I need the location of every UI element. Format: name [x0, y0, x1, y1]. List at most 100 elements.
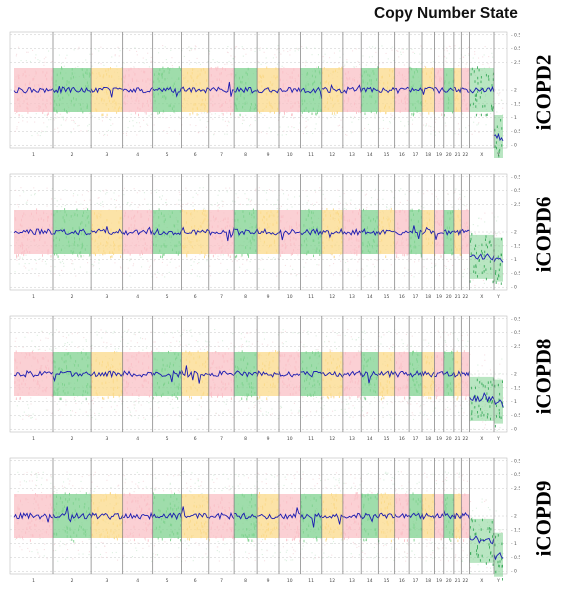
- scatter-point: [283, 193, 284, 194]
- band-point: [481, 250, 482, 253]
- scatter-point: [296, 275, 297, 276]
- band-point: [340, 252, 341, 255]
- scatter-point: [398, 257, 399, 258]
- scatter-point: [74, 399, 75, 400]
- scatter-point: [414, 276, 415, 277]
- band-point: [468, 69, 469, 72]
- band-point: [441, 113, 442, 116]
- band-point: [47, 114, 48, 117]
- band-point: [292, 252, 293, 255]
- band-point: [170, 362, 171, 365]
- y-tick-label: - 2: [511, 88, 517, 94]
- y-tick-label: - 2: [511, 230, 517, 236]
- scatter-point: [73, 193, 74, 194]
- scatter-point: [162, 262, 163, 263]
- band-point: [449, 82, 450, 85]
- band-point: [103, 250, 104, 253]
- scatter-point: [285, 265, 286, 266]
- scatter-point: [492, 57, 493, 58]
- band-point: [27, 103, 28, 106]
- band-point: [298, 101, 299, 104]
- scatter-point: [234, 201, 235, 202]
- x-tick-label: 14: [367, 152, 373, 158]
- band-point: [431, 72, 432, 75]
- band-point: [155, 211, 156, 214]
- band-point: [23, 379, 24, 382]
- scatter-point: [374, 115, 375, 116]
- band-point: [395, 211, 396, 214]
- scatter-point: [72, 260, 73, 261]
- scatter-point: [128, 127, 129, 128]
- band-point: [431, 79, 432, 82]
- band-point: [495, 270, 496, 273]
- scatter-point: [198, 114, 199, 115]
- scatter-point: [187, 400, 188, 401]
- band-point: [457, 98, 458, 101]
- band-point: [215, 218, 216, 221]
- band-point: [200, 82, 201, 85]
- scatter-point: [75, 400, 76, 401]
- scatter-point: [484, 221, 485, 222]
- scatter-point: [62, 261, 63, 262]
- band-point: [214, 384, 215, 387]
- band-point: [182, 245, 183, 248]
- scatter-point: [106, 331, 107, 332]
- scatter-point: [35, 346, 36, 347]
- band-point: [161, 212, 162, 215]
- band-point: [486, 235, 487, 238]
- band-point: [481, 81, 482, 84]
- band-point: [341, 215, 342, 218]
- band-point: [138, 100, 139, 103]
- band-point: [42, 112, 43, 115]
- band-point: [39, 108, 40, 111]
- band-point: [216, 217, 217, 220]
- band-point: [184, 247, 185, 250]
- band-point: [84, 234, 85, 237]
- scatter-point: [175, 414, 176, 415]
- scatter-point: [298, 129, 299, 130]
- band-point: [27, 108, 28, 111]
- band-point: [430, 97, 431, 100]
- band-point: [156, 394, 157, 397]
- band-point: [119, 106, 120, 109]
- scatter-point: [198, 262, 199, 263]
- scatter-point: [32, 417, 33, 418]
- band-point: [280, 220, 281, 223]
- band-point: [90, 386, 91, 389]
- chrom-band-5: [153, 210, 182, 254]
- band-point: [251, 386, 252, 389]
- band-point: [331, 236, 332, 239]
- band-point: [105, 382, 106, 385]
- band-point: [319, 250, 320, 253]
- scatter-point: [273, 204, 274, 205]
- band-point: [484, 254, 485, 256]
- scatter-point: [65, 120, 66, 121]
- band-point: [127, 95, 128, 98]
- band-point: [213, 360, 214, 363]
- band-point: [476, 266, 477, 269]
- band-point: [220, 91, 221, 94]
- band-point: [213, 255, 214, 257]
- band-point: [223, 234, 224, 237]
- x-tick-label: 8: [244, 152, 247, 158]
- scatter-point: [208, 61, 209, 62]
- band-point: [474, 70, 475, 73]
- band-point: [146, 80, 147, 83]
- band-point: [418, 230, 419, 233]
- scatter-point: [169, 272, 170, 273]
- band-point: [260, 211, 261, 214]
- band-point: [96, 359, 97, 362]
- band-point: [376, 79, 377, 82]
- scatter-point: [189, 64, 190, 65]
- scatter-point: [142, 350, 143, 351]
- band-point: [225, 353, 226, 356]
- band-point: [166, 245, 167, 248]
- scatter-point: [195, 46, 196, 47]
- band-point: [136, 389, 137, 392]
- scatter-point: [129, 121, 130, 122]
- band-point: [101, 85, 102, 88]
- band-point: [462, 247, 463, 250]
- band-point: [153, 244, 154, 247]
- scatter-point: [66, 55, 67, 56]
